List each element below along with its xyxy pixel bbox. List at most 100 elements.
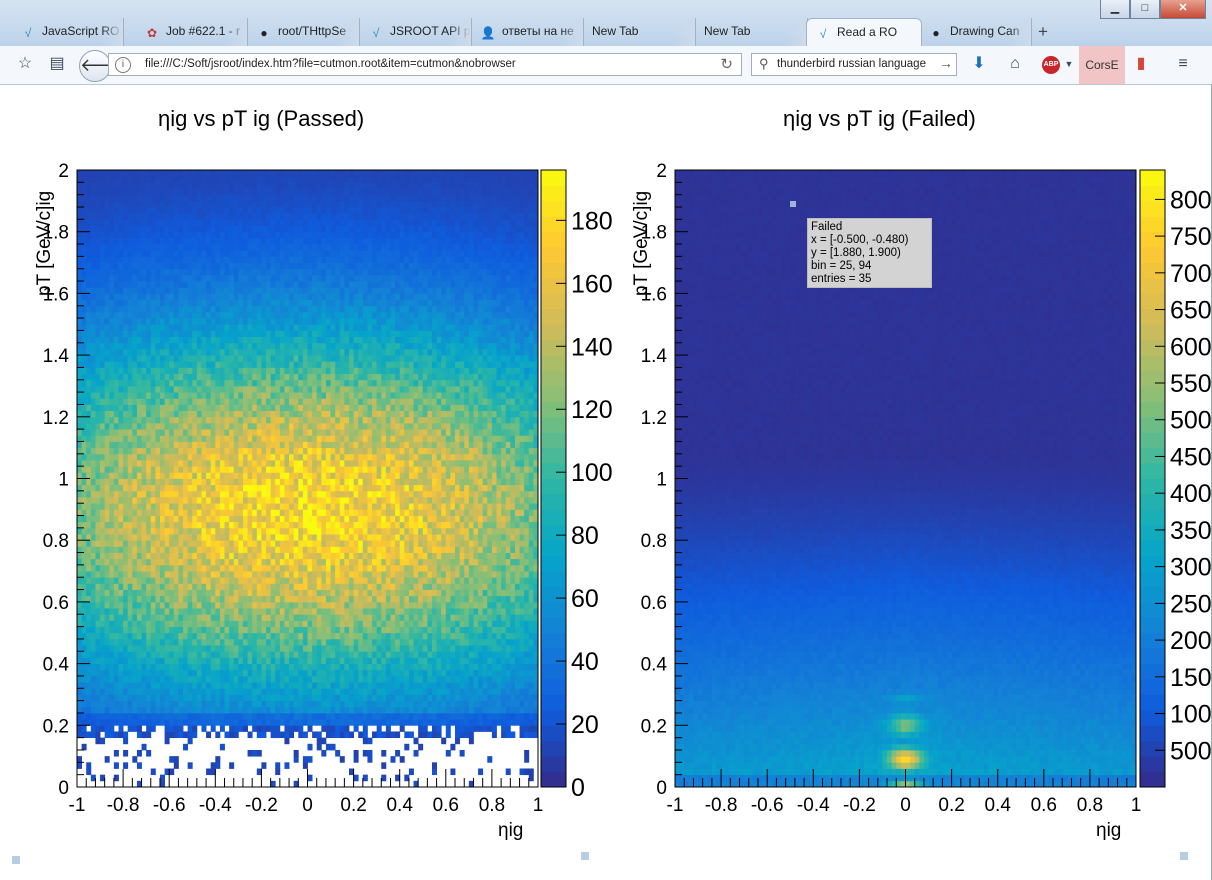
heatmap-bin <box>91 725 96 732</box>
heatmap-bin <box>469 466 474 473</box>
heatmap-bin <box>238 522 243 529</box>
heatmap-bin <box>211 553 216 560</box>
heatmap-bin <box>238 460 243 467</box>
heatmap-bin <box>220 528 225 535</box>
heatmap-bin <box>137 645 142 652</box>
heatmap-bin <box>321 725 326 732</box>
heatmap-bin <box>473 546 478 553</box>
heatmap-bin <box>303 583 308 590</box>
heatmap-bin <box>188 762 193 769</box>
heatmap-bin <box>77 756 82 763</box>
heatmap-bin <box>409 516 414 523</box>
heatmap-bin <box>478 553 483 560</box>
heatmap-bin <box>220 503 225 510</box>
heatmap-bin <box>400 608 405 615</box>
heatmap-bin <box>340 534 345 541</box>
heatmap-bin <box>317 596 322 603</box>
heatmap-bin <box>183 596 188 603</box>
heatmap-bin <box>529 620 534 627</box>
heatmap-bin <box>520 688 525 695</box>
heatmap-bin <box>118 719 123 726</box>
heatmap-bin <box>261 485 266 492</box>
heatmap-bin <box>95 565 100 572</box>
heatmap-bin <box>294 719 299 726</box>
heatmap-bin <box>344 516 349 523</box>
heatmap-bin <box>132 620 137 627</box>
heatmap-bin <box>142 441 147 448</box>
heatmap-bin <box>510 559 515 566</box>
heatmap-bin <box>201 608 206 615</box>
heatmap-bin <box>354 516 359 523</box>
heatmap-bin <box>82 620 87 627</box>
heatmap-bin <box>266 664 271 671</box>
heatmap-bin <box>257 645 262 652</box>
heatmap-bin <box>132 701 137 708</box>
heatmap-bin <box>118 731 123 738</box>
heatmap-bin <box>225 571 230 578</box>
heatmap-bin <box>188 503 193 510</box>
heatmap-bin <box>128 466 133 473</box>
heatmap-bin <box>390 472 395 479</box>
heatmap-bin <box>303 701 308 708</box>
heatmap-bin <box>460 707 465 714</box>
heatmap-bin <box>252 448 257 455</box>
heatmap-bin <box>497 608 502 615</box>
heatmap-bin <box>257 633 262 640</box>
heatmap-bin <box>331 485 336 492</box>
heatmap-bin <box>335 657 340 664</box>
heatmap-bin <box>441 633 446 640</box>
heatmap-bin <box>331 627 336 634</box>
heatmap-bin <box>280 713 285 720</box>
heatmap-bin <box>414 441 419 448</box>
passed-heatmap[interactable] <box>77 170 538 787</box>
heatmap-bin <box>128 664 133 671</box>
heatmap-bin <box>294 509 299 516</box>
heatmap-bin <box>441 577 446 584</box>
heatmap-bin <box>335 559 340 566</box>
heatmap-bin <box>404 454 409 461</box>
heatmap-bin <box>248 670 253 677</box>
heatmap-bin <box>155 460 160 467</box>
heatmap-bin <box>381 775 386 782</box>
heatmap-bin <box>280 460 285 467</box>
heatmap-bin <box>483 670 488 677</box>
heatmap-bin <box>160 448 165 455</box>
heatmap-bin <box>160 645 165 652</box>
heatmap-bin <box>243 441 248 448</box>
heatmap-bin <box>432 608 437 615</box>
heatmap-bin <box>211 688 216 695</box>
heatmap-bin <box>146 466 151 473</box>
heatmap-bin <box>183 441 188 448</box>
heatmap-bin <box>160 497 165 504</box>
heatmap-bin <box>243 583 248 590</box>
heatmap-bin <box>400 639 405 646</box>
heatmap-bin <box>331 719 336 726</box>
heatmap-bin <box>215 528 220 535</box>
heatmap-bin <box>82 491 87 498</box>
heatmap-bin <box>418 466 423 473</box>
heatmap-bin <box>497 664 502 671</box>
heatmap-bin <box>252 719 257 726</box>
heatmap-bin <box>238 676 243 683</box>
heatmap-bin <box>423 590 428 597</box>
heatmap-bin <box>524 713 529 720</box>
heatmap-bin <box>234 596 239 603</box>
heatmap-bin <box>303 633 308 640</box>
heatmap-bin <box>423 608 428 615</box>
heatmap-bin <box>211 472 216 479</box>
heatmap-bin <box>404 590 409 597</box>
heatmap-bin <box>266 620 271 627</box>
heatmap-bin <box>381 559 386 566</box>
heatmap-bin <box>271 448 276 455</box>
heatmap-bin <box>501 627 506 634</box>
heatmap-bin <box>432 664 437 671</box>
heatmap-bin <box>243 559 248 566</box>
heatmap-bin <box>77 485 82 492</box>
heatmap-bin <box>506 509 511 516</box>
heatmap-bin <box>404 682 409 689</box>
heatmap-bin <box>160 435 165 442</box>
heatmap-bin <box>377 583 382 590</box>
heatmap-bin <box>478 627 483 634</box>
heatmap-bin <box>128 694 133 701</box>
